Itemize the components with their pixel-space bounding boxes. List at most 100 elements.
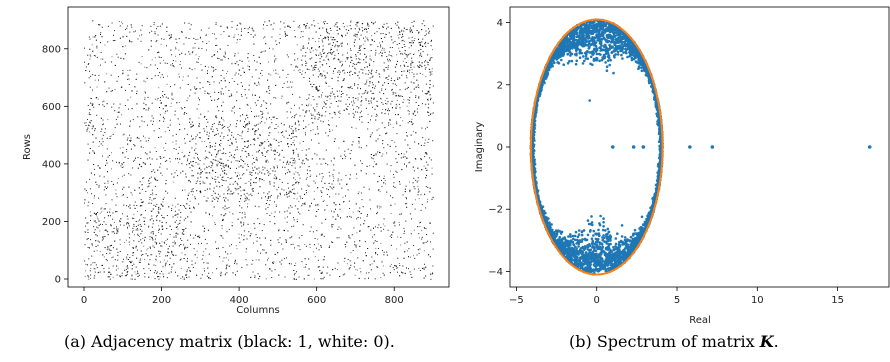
adjacency-entry	[124, 242, 126, 243]
adjacency-entry	[263, 180, 265, 182]
adjacency-entry	[244, 211, 246, 213]
adjacency-entry	[277, 131, 279, 133]
adjacency-entry	[178, 102, 180, 103]
adjacency-entry	[178, 73, 180, 75]
adjacency-entry	[101, 207, 103, 209]
adjacency-entry	[207, 110, 209, 112]
adjacency-entry	[258, 180, 260, 182]
adjacency-entry	[152, 194, 154, 196]
adjacency-entry	[132, 230, 134, 231]
adjacency-entry	[325, 104, 327, 105]
adjacency-entry	[381, 49, 383, 51]
adjacency-entry	[356, 36, 358, 38]
adjacency-entry	[159, 276, 161, 278]
adjacency-entry	[361, 45, 362, 47]
adjacency-entry	[241, 165, 243, 167]
adjacency-entry	[309, 49, 311, 51]
adjacency-entry	[245, 182, 247, 184]
adjacency-entry	[231, 78, 233, 80]
adjacency-entry	[203, 195, 205, 197]
adjacency-entry	[180, 277, 182, 279]
adjacency-entry	[221, 116, 223, 118]
adjacency-entry	[170, 102, 172, 104]
adjacency-entry	[222, 137, 224, 139]
adjacency-entry	[355, 68, 357, 70]
adjacency-entry	[423, 250, 425, 252]
adjacency-entry	[310, 51, 312, 53]
adjacency-entry	[309, 247, 311, 249]
adjacency-entry	[148, 226, 150, 228]
adjacency-entry	[200, 64, 202, 66]
adjacency-entry	[117, 178, 119, 179]
adjacency-entry	[431, 73, 433, 75]
adjacency-entry	[314, 48, 316, 50]
adjacency-entry	[259, 172, 261, 174]
adjacency-entry	[356, 177, 358, 179]
adjacency-entry	[406, 105, 408, 107]
adjacency-entry	[129, 244, 130, 246]
adjacency-entry	[361, 93, 363, 95]
adjacency-entry	[295, 262, 297, 264]
adjacency-entry	[277, 73, 279, 75]
adjacency-entry	[166, 244, 167, 245]
adjacency-entry	[355, 269, 357, 271]
adjacency-entry	[364, 36, 366, 38]
adjacency-entry	[384, 225, 386, 227]
adjacency-entry	[333, 157, 335, 159]
adjacency-entry	[195, 147, 197, 149]
adjacency-entry	[297, 245, 299, 246]
adjacency-entry	[188, 192, 190, 194]
adjacency-entry	[323, 70, 325, 72]
adjacency-entry	[121, 195, 123, 197]
adjacency-entry	[304, 244, 306, 245]
adjacency-entry	[206, 167, 208, 169]
adjacency-entry	[218, 181, 220, 183]
adjacency-entry	[127, 226, 128, 228]
adjacency-entry	[403, 153, 405, 155]
adjacency-entry	[407, 54, 409, 56]
adjacency-entry	[93, 197, 95, 199]
adjacency-entry	[214, 176, 216, 178]
adjacency-entry	[397, 267, 399, 268]
adjacency-entry	[264, 122, 266, 124]
adjacency-entry	[430, 113, 431, 115]
adjacency-entry	[204, 92, 206, 94]
adjacency-entry	[149, 199, 151, 200]
adjacency-entry	[174, 206, 176, 208]
adjacency-entry	[175, 60, 177, 62]
adjacency-entry	[280, 97, 282, 99]
adjacency-entry	[165, 240, 167, 242]
adjacency-entry	[89, 211, 91, 213]
adjacency-entry	[418, 268, 420, 269]
adjacency-entry	[148, 268, 150, 270]
adjacency-entry	[377, 190, 379, 192]
adjacency-entry	[211, 215, 213, 217]
adjacency-entry	[109, 208, 111, 210]
adjacency-entry	[161, 241, 163, 243]
adjacency-entry	[369, 55, 371, 57]
adjacency-entry	[427, 99, 429, 101]
adjacency-entry	[201, 141, 203, 143]
adjacency-entry	[279, 28, 281, 30]
adjacency-entry	[114, 88, 116, 90]
adjacency-entry	[130, 278, 132, 280]
adjacency-entry	[315, 54, 317, 55]
adjacency-entry	[270, 119, 272, 121]
adjacency-entry	[268, 257, 269, 259]
adjacency-entry	[373, 242, 375, 243]
adjacency-entry	[403, 40, 405, 42]
adjacency-entry	[185, 275, 187, 277]
adjacency-entry	[406, 135, 408, 137]
adjacency-entry	[390, 213, 392, 214]
adjacency-entry	[396, 105, 398, 107]
adjacency-entry	[413, 66, 415, 68]
adjacency-entry	[142, 217, 144, 219]
adjacency-entry	[183, 277, 185, 279]
adjacency-entry	[176, 220, 177, 222]
adjacency-entry	[223, 120, 225, 122]
adjacency-entry	[107, 119, 109, 121]
adjacency-entry	[308, 39, 310, 41]
adjacency-plot-frame	[67, 6, 450, 288]
adjacency-entry	[137, 220, 139, 222]
adjacency-entry	[275, 204, 277, 206]
